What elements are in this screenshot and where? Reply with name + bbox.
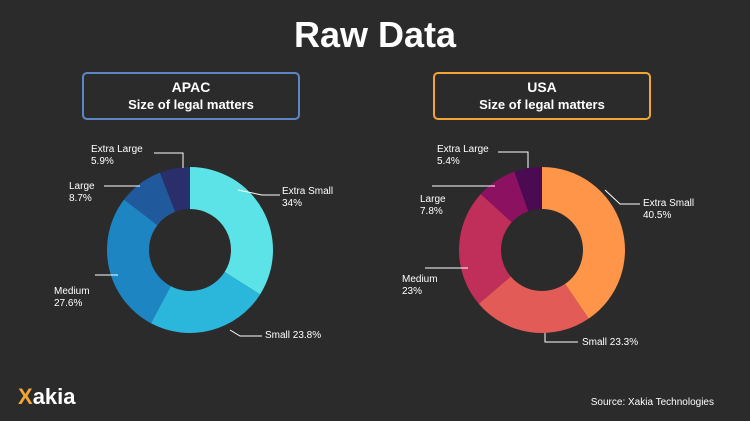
usa-leader-extra-small	[604, 189, 640, 205]
apac-value-label-extra-large: 5.9%	[91, 156, 114, 167]
apac-slice-small	[150, 271, 261, 333]
usa-slice-medium	[458, 193, 512, 304]
usa-category-label-extra-large: Extra Large	[437, 144, 489, 155]
usa-category-label-extra-small: Extra Small	[643, 198, 694, 209]
usa-category-label-medium: Medium	[402, 274, 438, 285]
apac-slice-medium	[107, 199, 171, 324]
usa-subtitle: Size of legal matters	[479, 97, 605, 112]
apac-subtitle: Size of legal matters	[128, 97, 254, 112]
usa-leader-small	[544, 333, 578, 343]
usa-leader-extra-large	[498, 151, 529, 168]
xakia-logo: Xakia	[18, 384, 76, 410]
usa-value-label-extra-small: 40.5%	[643, 210, 671, 221]
apac-category-label-extra-small: Extra Small	[282, 186, 333, 197]
apac-category-label-extra-large: Extra Large	[91, 144, 143, 155]
apac-slice-extra-large	[159, 167, 190, 212]
apac-region-label: APAC	[171, 79, 211, 95]
usa-label-small: Small 23.3%	[582, 337, 638, 348]
apac-label-small: Small 23.8%	[265, 330, 321, 341]
page-title: Raw Data	[293, 14, 457, 55]
apac-value-label-extra-small: 34%	[282, 198, 302, 209]
logo-text: akia	[32, 384, 76, 409]
apac-leader-extra-small	[237, 189, 280, 196]
source-note: Source: Xakia Technologies	[590, 397, 714, 408]
logo-mark: X	[18, 384, 33, 409]
usa-slice-extra-small	[542, 167, 625, 319]
apac-slice-large	[124, 172, 176, 226]
usa-region-label: USA	[527, 79, 557, 95]
apac-category-label-large: Large	[69, 181, 95, 192]
usa-slice-small	[478, 276, 589, 333]
apac-category-label-medium: Medium	[54, 286, 90, 297]
usa-value-label-medium: 23%	[402, 286, 422, 297]
apac-value-label-large: 8.7%	[69, 193, 92, 204]
apac-slice-extra-small	[190, 167, 273, 295]
usa-category-label-large: Large	[420, 194, 446, 205]
apac-value-label-medium: 27.6%	[54, 298, 82, 309]
apac-leader-extra-large	[154, 152, 184, 168]
apac-title-box: APAC Size of legal matters	[82, 72, 300, 120]
usa-value-label-large: 7.8%	[420, 206, 443, 217]
usa-title-box: USA Size of legal matters	[433, 72, 651, 120]
usa-slice-large	[480, 171, 529, 223]
usa-slice-extra-large	[514, 167, 542, 212]
apac-leader-small	[229, 329, 262, 337]
usa-value-label-extra-large: 5.4%	[437, 156, 460, 167]
